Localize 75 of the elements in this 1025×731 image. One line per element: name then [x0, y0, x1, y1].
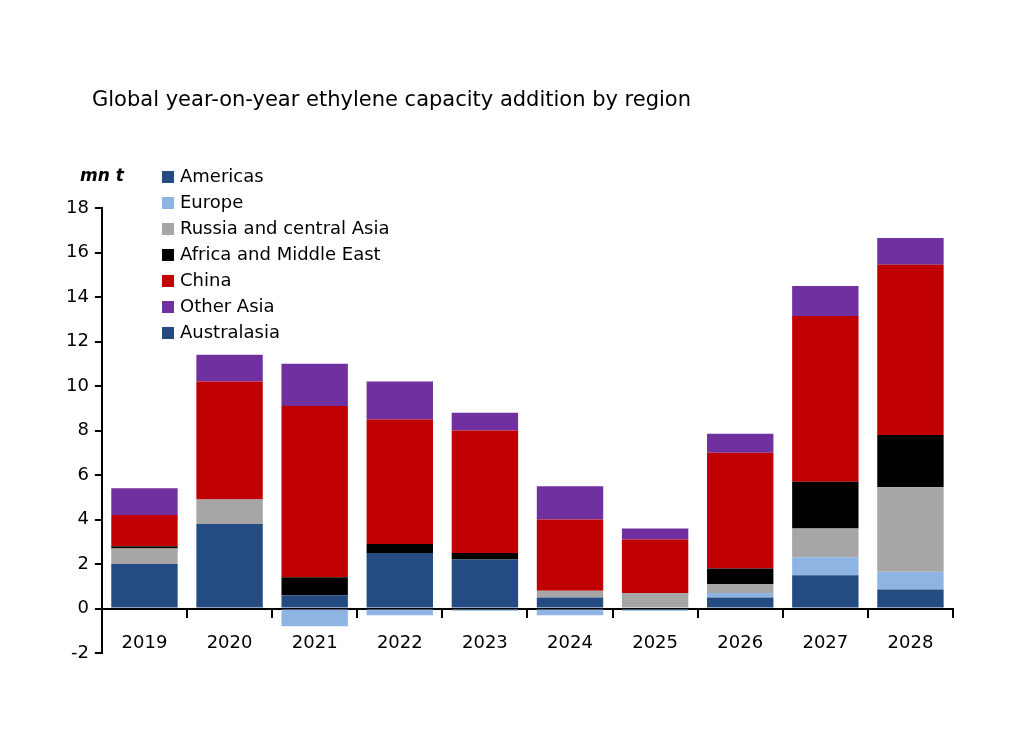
bar [196, 499, 263, 524]
bar [621, 539, 689, 593]
bar [877, 571, 944, 590]
legend-label: Africa and Middle East [180, 242, 381, 264]
bar [111, 488, 178, 516]
bar [281, 577, 348, 596]
bar [792, 557, 859, 576]
bar [536, 486, 604, 520]
x-tick-label: 2028 [887, 630, 934, 652]
bar [707, 568, 774, 585]
bar [792, 285, 859, 316]
y-tick-label: 12 [66, 329, 89, 351]
x-tick-label: 2024 [547, 630, 593, 652]
bar [366, 381, 433, 420]
x-tick-label: 2019 [121, 630, 168, 652]
bar [111, 564, 178, 608]
bar [877, 589, 944, 608]
bar [792, 481, 859, 529]
x-tick-label: 2027 [802, 630, 849, 652]
bar [621, 592, 689, 608]
x-tick-label: 2023 [461, 630, 508, 652]
bar [366, 552, 433, 608]
bar [196, 523, 263, 608]
bar [536, 597, 604, 608]
y-tick-label: 4 [77, 507, 89, 529]
bar [877, 238, 944, 265]
bar [451, 559, 519, 608]
bar [792, 528, 859, 558]
y-tick-label: 16 [66, 240, 89, 262]
x-tick-label: 2020 [206, 630, 253, 652]
bar [281, 406, 348, 578]
x-tick-label: 2022 [376, 630, 423, 652]
bar [877, 264, 944, 435]
bar [196, 381, 263, 500]
bar [366, 419, 433, 544]
bar [707, 584, 774, 593]
bar [196, 354, 263, 382]
x-tick-label: 2021 [291, 630, 338, 652]
bar [111, 548, 178, 564]
x-tick-label: 2025 [632, 630, 679, 652]
bar [451, 552, 519, 560]
bar [111, 515, 178, 547]
y-tick-label: 10 [66, 373, 89, 395]
y-tick-label: 0 [77, 596, 89, 618]
y-tick-label: 6 [77, 462, 89, 484]
legend-label: Australasia [180, 320, 281, 342]
legend-label: Americas [180, 164, 264, 186]
bar [451, 412, 519, 431]
bar [792, 315, 859, 482]
bar [621, 528, 689, 540]
y-axis-title: mn t [80, 165, 125, 186]
bar [281, 609, 348, 627]
y-tick-label: -2 [70, 640, 89, 662]
bar [366, 543, 433, 553]
legend-label: Europe [180, 190, 244, 212]
y-tick-label: 8 [77, 418, 89, 440]
bar [707, 433, 774, 453]
y-tick-label: 18 [66, 195, 89, 217]
y-tick-label: 2 [77, 551, 89, 573]
bar [707, 452, 774, 569]
bar [281, 595, 348, 608]
bar [792, 575, 859, 608]
bar [281, 363, 348, 407]
legend-label: China [180, 268, 232, 290]
legend-label: Russia and central Asia [180, 216, 390, 238]
chart-title: Global year-on-year ethylene capacity addition by region [92, 87, 692, 112]
bar [877, 487, 944, 572]
bar [536, 519, 604, 591]
legend-label: Other Asia [180, 294, 275, 316]
bar [451, 430, 519, 553]
x-tick-label: 2026 [717, 630, 764, 652]
bar [877, 434, 944, 488]
bar [707, 597, 774, 608]
y-tick-label: 14 [66, 284, 89, 306]
bar [111, 546, 178, 549]
